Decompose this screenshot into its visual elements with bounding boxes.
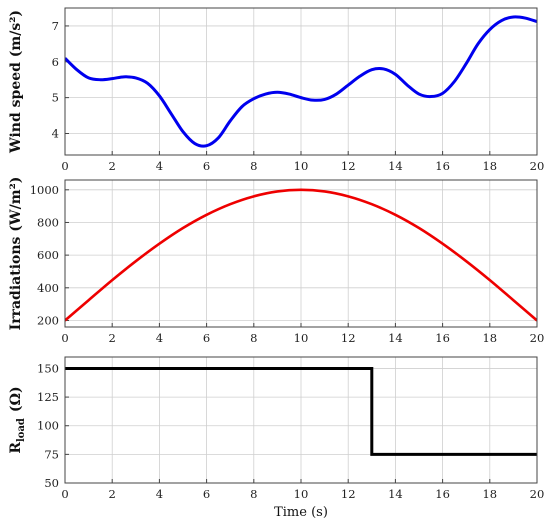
y-tick-label: 7 (52, 19, 59, 33)
chart-panel-1: 0 2 4 6 8 10 12 14 16 18 20 4 5 6 7 Wind speed (m/s²) (8, 7, 545, 173)
x-tick-label: 20 (530, 159, 545, 173)
x-tick-label: 16 (435, 331, 450, 345)
y-tick-label: 75 (44, 447, 59, 461)
x-tick-label: 8 (250, 159, 257, 173)
y-axis-label: Rload (Ω) (8, 386, 27, 453)
x-tick-label: 6 (203, 159, 210, 173)
x-axis-label: Time (s) (274, 505, 328, 520)
y-tick-label: 800 (37, 215, 59, 229)
x-tick-label: 14 (388, 331, 403, 345)
y-tick-label: 4 (52, 126, 59, 140)
chart-panel-2: 0 2 4 6 8 10 12 14 16 18 20 200 400 600 800 1000 Irradia… (8, 177, 544, 345)
y-tick-label: 200 (37, 313, 59, 327)
x-tick-label: 12 (341, 159, 356, 173)
x-tick-label: 12 (341, 331, 356, 345)
y-tick-label: 100 (37, 419, 59, 433)
y-tick-label: 400 (37, 281, 59, 295)
x-tick-label: 0 (61, 331, 68, 345)
x-tick-label: 6 (203, 487, 210, 501)
y-tick-label: 5 (52, 91, 59, 105)
x-tick-label: 20 (530, 487, 545, 501)
x-tick-label: 18 (482, 487, 497, 501)
x-tick-label: 4 (156, 331, 163, 345)
x-tick-label: 10 (294, 331, 309, 345)
x-tick-label: 4 (156, 487, 163, 501)
plot-frame (64, 179, 538, 328)
x-tick-label: 12 (341, 487, 356, 501)
x-tick-label: 20 (530, 331, 545, 345)
plot-frame (64, 7, 538, 156)
x-tick-label: 2 (109, 331, 116, 345)
x-tick-label: 6 (203, 331, 210, 345)
x-tick-label: 0 (61, 487, 68, 501)
x-tick-label: 8 (250, 487, 257, 501)
series-line-1 (65, 366, 537, 456)
x-tick-label: 2 (109, 487, 116, 501)
y-tick-label: 150 (37, 361, 59, 375)
series-line-1 (65, 15, 537, 148)
plot-frame (64, 356, 538, 484)
y-tick-label: 1000 (30, 183, 59, 197)
y-axis-label: Wind speed (m/s²) (8, 10, 24, 154)
y-axis-label-subscript: load (16, 418, 27, 442)
y-axis-label-unit: (Ω) (8, 386, 24, 412)
x-tick-label: 0 (61, 159, 68, 173)
y-tick-label: 125 (37, 390, 59, 404)
series-line-1 (65, 188, 537, 322)
x-tick-label: 8 (250, 331, 257, 345)
x-tick-label: 10 (294, 159, 309, 173)
y-tick-label: 50 (44, 476, 59, 490)
x-tick-label: 18 (482, 331, 497, 345)
y-tick-label: 6 (52, 55, 59, 69)
x-tick-label: 16 (435, 487, 450, 501)
y-tick-label: 600 (37, 248, 59, 262)
x-tick-label: 4 (156, 159, 163, 173)
x-tick-label: 14 (388, 159, 403, 173)
x-tick-label: 2 (109, 159, 116, 173)
x-tick-label: 10 (294, 487, 309, 501)
chart-panel-3: 0 2 4 6 8 10 12 14 16 18 20 50 75 100 125 150 Rload (Ω) Ti… (8, 356, 545, 520)
x-tick-label: 14 (388, 487, 403, 501)
x-tick-label: 18 (482, 159, 497, 173)
y-axis-label-main: R (8, 442, 24, 454)
x-tick-label: 16 (435, 159, 450, 173)
y-axis-label: Irradiations (W/m²) (8, 177, 24, 331)
